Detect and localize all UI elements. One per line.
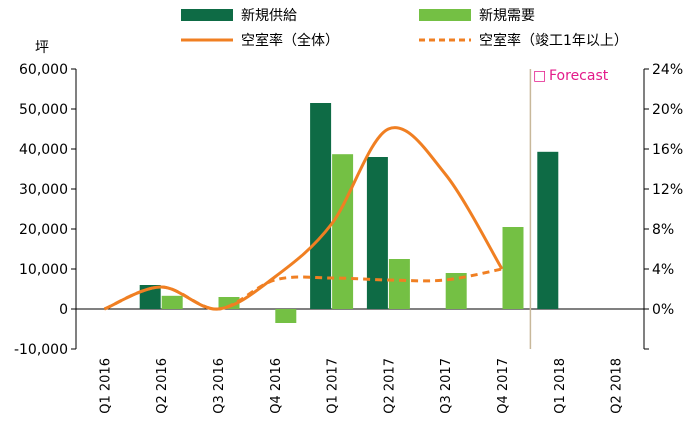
y2-tick-label: 24% [652,62,683,78]
legend-label: 空室率（竣工1年以上） [479,32,628,49]
y2-tick-label: 8% [652,222,674,238]
y-tick-label: -10,000 [14,342,68,358]
bar [445,273,467,309]
y2-tick-label: 0% [652,302,674,318]
legend-label: 新規需要 [479,8,535,24]
vacancy-rate-total-line [103,126,504,311]
forecast-label: Forecast [549,68,609,84]
y-tick-label: 10,000 [19,262,68,278]
forecast-marker-icon: □ [533,68,546,84]
x-tick-label: Q3 2017 [439,358,454,414]
y2-tick-label: 16% [652,142,683,158]
y-tick-label: 30,000 [19,182,68,198]
y-tick-label: 0 [59,302,68,318]
bar [388,259,410,309]
bar [332,154,354,309]
x-tick-label: Q2 2016 [155,358,170,414]
bar [537,151,559,309]
x-tick-labels: Q1 2016 Q2 2016 Q3 2016 Q4 2016 Q1 2017 Q2 20… [98,358,624,414]
bar [161,295,183,309]
x-tick-label: Q2 2018 [610,358,625,414]
x-tick-label: Q4 2016 [269,358,284,414]
bar [502,227,524,309]
y2-tick-label: 4% [652,262,674,278]
x-tick-label: Q1 2018 [553,358,568,414]
y-tick-label: 60,000 [19,62,68,78]
bar [275,309,297,323]
y2-tick-label: 12% [652,182,683,198]
bar [310,103,332,309]
y-axis-unit-label: 坪 [35,40,49,56]
x-tick-label: Q4 2017 [496,358,511,414]
axes: -10,000 0 10,000 20,000 30,000 40,000 50,000 60… [14,62,683,358]
bar [366,157,388,309]
x-tick-label: Q3 2016 [212,358,227,414]
vacancy-rate-1yr-line [103,267,503,311]
legend-label: 空室率（全体） [241,32,339,49]
y-tick-label: 20,000 [19,222,68,238]
y2-tick-label: 20% [652,102,683,118]
y-tick-label: 50,000 [19,102,68,118]
lines [103,126,504,311]
legend-swatch [181,9,233,21]
y-tick-label: 40,000 [19,142,68,158]
x-tick-label: Q1 2016 [98,358,113,414]
x-tick-label: Q2 2017 [382,358,397,414]
bars [139,103,559,323]
legend-swatch [419,9,471,21]
x-tick-label: Q1 2017 [326,358,341,414]
forecast-annotation: □ Forecast [533,68,609,84]
legend-label: 新規供給 [241,8,297,24]
